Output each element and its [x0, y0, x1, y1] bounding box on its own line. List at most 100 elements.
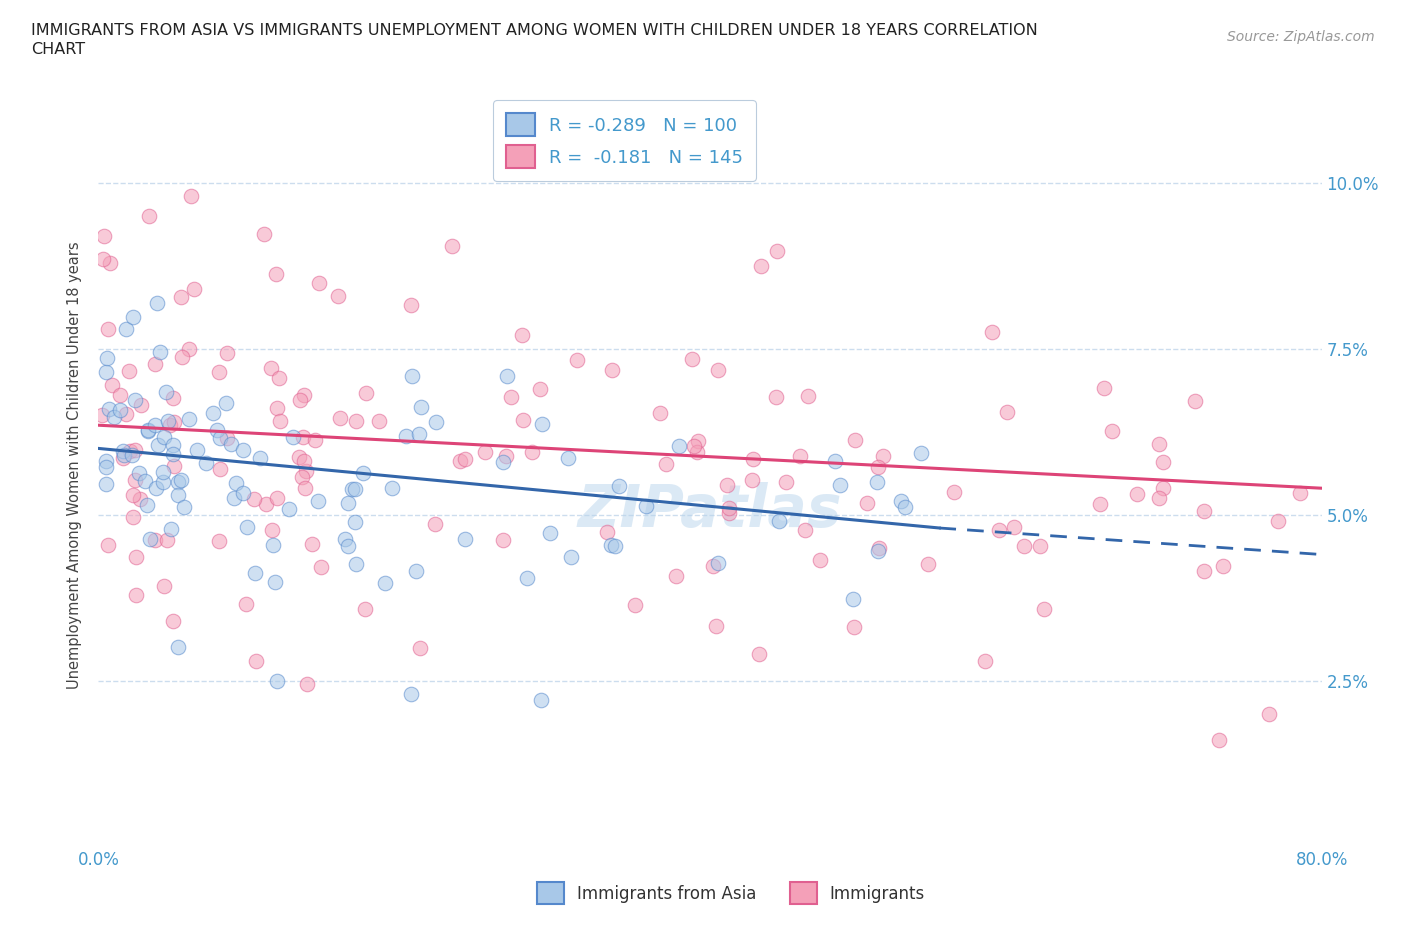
Point: [567, 352, 589, 367]
Point: [683, 439, 706, 454]
Legend: R = -0.289   N = 100, R =  -0.181   N = 145: R = -0.289 N = 100, R = -0.181 N = 145: [494, 100, 755, 181]
Point: [215, 395, 238, 410]
Point: [136, 422, 159, 437]
Point: [129, 398, 152, 413]
Point: [557, 451, 579, 466]
Point: [219, 436, 242, 451]
Point: [681, 352, 703, 366]
Point: [340, 482, 363, 497]
Point: [208, 365, 231, 379]
Point: [236, 519, 259, 534]
Point: [159, 418, 181, 432]
Point: [605, 538, 627, 553]
Point: [716, 478, 738, 493]
Point: [235, 596, 257, 611]
Point: [765, 390, 787, 405]
Point: [266, 266, 288, 281]
Point: [943, 485, 966, 499]
Point: [1152, 455, 1174, 470]
Point: [1033, 602, 1056, 617]
Point: [269, 414, 291, 429]
Point: [828, 478, 851, 493]
Point: [118, 363, 141, 378]
Point: [179, 341, 201, 356]
Point: [399, 686, 422, 701]
Point: [844, 620, 866, 635]
Point: [655, 457, 678, 472]
Point: [1147, 491, 1170, 506]
Point: [1212, 559, 1234, 574]
Point: [808, 552, 831, 567]
Point: [108, 403, 131, 418]
Point: [163, 415, 186, 430]
Point: [179, 412, 201, 427]
Point: [512, 412, 534, 427]
Point: [121, 487, 143, 502]
Point: [453, 452, 475, 467]
Point: [259, 361, 281, 376]
Point: [337, 538, 360, 553]
Point: [125, 550, 148, 565]
Point: [162, 614, 184, 629]
Point: [307, 494, 329, 509]
Point: [304, 432, 326, 447]
Point: [153, 430, 176, 445]
Point: [224, 491, 246, 506]
Point: [209, 431, 232, 445]
Point: [344, 557, 367, 572]
Point: [215, 431, 238, 445]
Point: [343, 514, 366, 529]
Y-axis label: Unemployment Among Women with Children Under 18 years: Unemployment Among Women with Children U…: [67, 241, 83, 689]
Point: [333, 531, 356, 546]
Point: [309, 560, 332, 575]
Point: [145, 418, 167, 432]
Point: [910, 446, 932, 461]
Point: [225, 475, 247, 490]
Point: [1002, 520, 1025, 535]
Point: [741, 472, 763, 487]
Point: [411, 400, 433, 415]
Point: [648, 405, 671, 420]
Point: [707, 362, 730, 377]
Point: [205, 423, 228, 438]
Point: [356, 385, 378, 400]
Point: [283, 430, 305, 445]
Point: [1088, 497, 1111, 512]
Point: [143, 357, 166, 372]
Point: [766, 244, 789, 259]
Point: [146, 437, 169, 452]
Point: [890, 494, 912, 509]
Point: [844, 432, 866, 447]
Point: [1192, 503, 1215, 518]
Point: [596, 525, 619, 539]
Point: [121, 447, 143, 462]
Point: [1012, 538, 1035, 553]
Point: [607, 479, 630, 494]
Point: [405, 564, 427, 578]
Point: [344, 413, 367, 428]
Point: [166, 474, 188, 489]
Point: [163, 458, 186, 473]
Point: [344, 482, 367, 497]
Point: [93, 252, 115, 267]
Point: [97, 402, 120, 417]
Point: [353, 602, 375, 617]
Point: [718, 501, 741, 516]
Point: [243, 491, 266, 506]
Point: [707, 556, 730, 571]
Point: [395, 429, 418, 444]
Point: [866, 460, 889, 475]
Point: [128, 491, 150, 506]
Point: [599, 538, 621, 552]
Point: [510, 327, 533, 342]
Point: [337, 496, 360, 511]
Point: [162, 446, 184, 461]
Point: [894, 499, 917, 514]
Point: [139, 532, 162, 547]
Point: [138, 209, 160, 224]
Point: [288, 450, 311, 465]
Point: [103, 410, 125, 425]
Point: [245, 653, 267, 668]
Point: [409, 641, 432, 656]
Point: [232, 485, 254, 500]
